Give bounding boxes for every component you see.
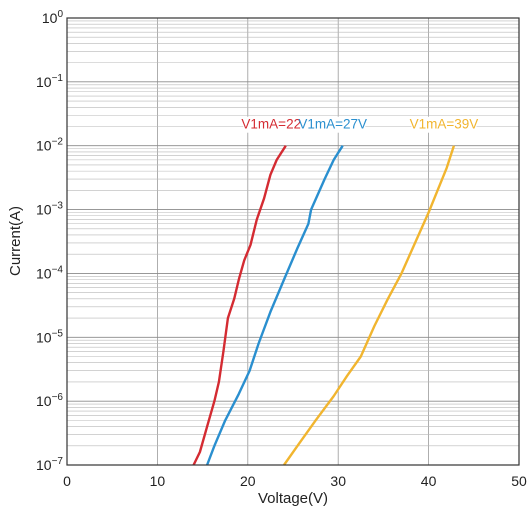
series-line [192, 145, 287, 466]
y-tick-label: 10−2 [36, 137, 63, 154]
plot-frame [66, 17, 520, 466]
series-label: V1mA=39V [410, 117, 479, 132]
series-group [192, 145, 456, 466]
y-tick-label: 10−7 [36, 456, 63, 473]
series-line [205, 145, 344, 466]
y-tick-label: 10−3 [36, 201, 63, 218]
y-tick-label: 100 [42, 9, 64, 26]
series-label-background [411, 116, 477, 133]
series-label-background [300, 116, 366, 133]
x-tick-label: 20 [240, 473, 256, 489]
series-line [283, 145, 456, 466]
x-tick-label: 10 [150, 473, 166, 489]
series-label: V1mA=27V [298, 117, 367, 132]
x-tick-labels: 0 10 20 30 40 50 [63, 473, 527, 489]
y-tick-labels: 100 10−1 10−2 10−3 10−4 10−5 10−6 10−7 [36, 9, 63, 473]
grid [67, 18, 519, 466]
series-label: V1mA=22V [241, 117, 310, 132]
plot-background [67, 18, 519, 465]
y-tick-label: 10−6 [36, 392, 63, 409]
y-tick-label: 10−5 [36, 328, 63, 345]
x-axis-title: Voltage(V) [258, 490, 328, 507]
series-label-background [243, 116, 309, 133]
x-tick-label: 50 [511, 473, 527, 489]
y-tick-label: 10−1 [36, 73, 63, 90]
y-axis-title: Current(A) [7, 206, 24, 276]
x-tick-label: 40 [421, 473, 437, 489]
x-tick-label: 0 [63, 473, 71, 489]
x-tick-label: 30 [330, 473, 346, 489]
y-tick-label: 10−4 [36, 264, 63, 281]
